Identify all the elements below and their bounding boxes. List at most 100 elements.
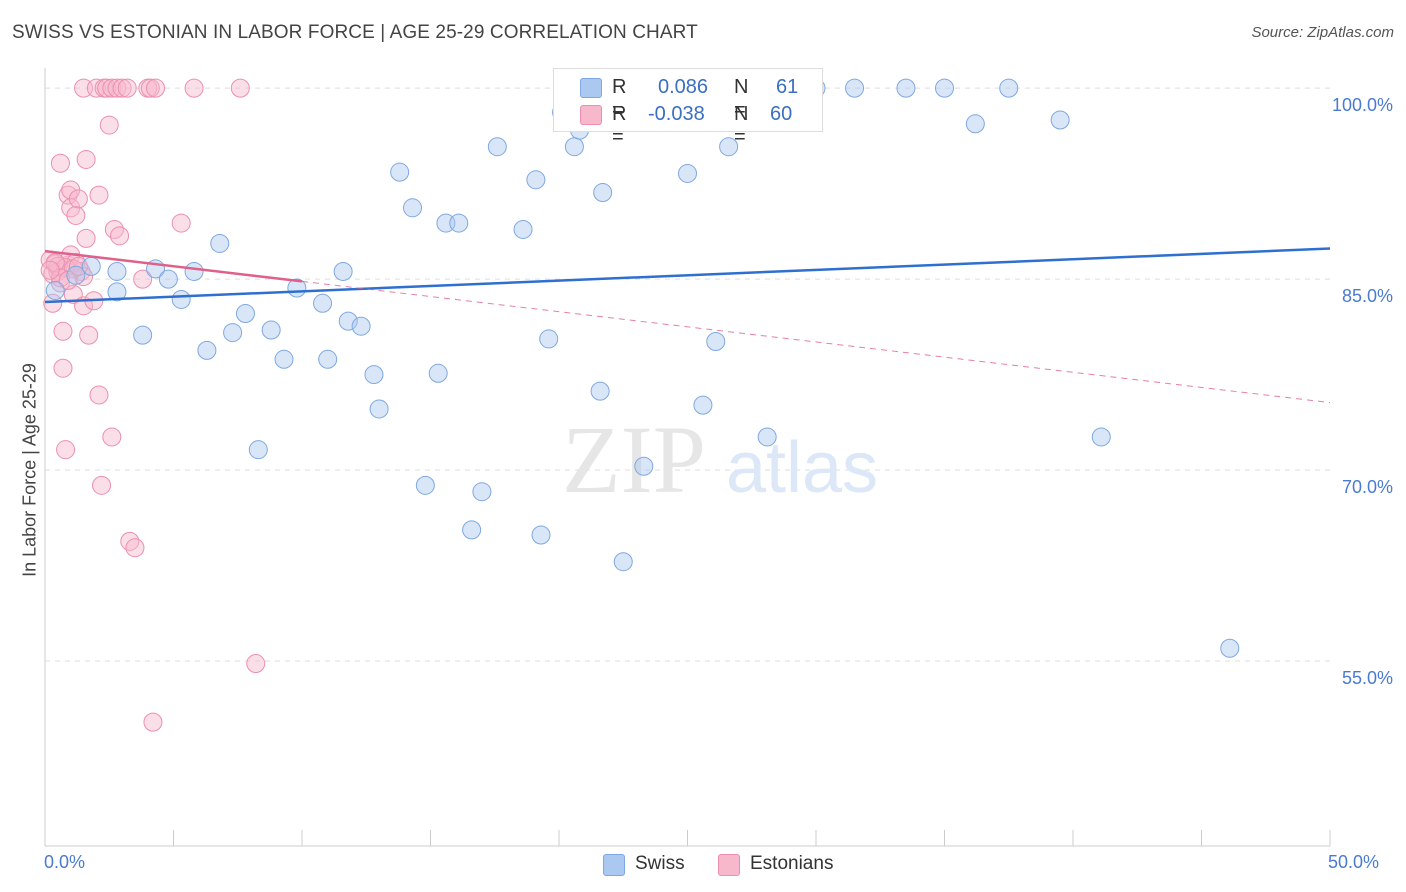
estonians-point-8 — [53, 321, 73, 341]
estonians-point-56 — [50, 268, 70, 288]
estonians-point-33 — [99, 115, 119, 135]
swiss-point-42 — [593, 183, 613, 203]
swiss-point-13 — [235, 303, 255, 323]
estonians-points — [40, 78, 266, 732]
estonians-point-40 — [117, 78, 137, 98]
swiss-point-41 — [590, 381, 610, 401]
swiss-point-59 — [1091, 427, 1111, 447]
estonians-point-47 — [146, 78, 166, 98]
swiss-point-18 — [313, 293, 333, 313]
swiss-point-12 — [223, 323, 243, 343]
swiss-point-0 — [45, 281, 65, 301]
swiss-point-54 — [896, 78, 916, 98]
estonians-point-28 — [89, 385, 109, 405]
swiss-point-24 — [369, 399, 389, 419]
swiss-point-32 — [472, 482, 492, 502]
swiss-point-7 — [158, 269, 178, 289]
estonians-point-50 — [230, 78, 250, 98]
estonians-swatch-icon — [580, 105, 602, 125]
series-legend: Swiss Estonians — [0, 852, 1406, 878]
swiss-point-30 — [449, 213, 469, 233]
estonians-point-32 — [97, 78, 117, 98]
swiss-legend-swatch-icon — [603, 854, 625, 876]
swiss-point-60 — [1220, 638, 1240, 658]
x-tick-left: 0.0% — [44, 852, 86, 872]
estonians-r-value: -0.038 — [648, 103, 705, 125]
swiss-point-55 — [935, 78, 954, 98]
estonians-legend-swatch-icon — [718, 854, 740, 876]
y-tick-label-3: 55.0% — [1341, 668, 1393, 688]
estonians-point-27 — [86, 78, 106, 98]
estonians-point-46 — [143, 712, 163, 732]
estonians-n-value: 60 — [770, 103, 793, 125]
swiss-point-37 — [539, 329, 559, 349]
swiss-point-1 — [66, 265, 86, 285]
watermark-zip: ZIP — [562, 406, 706, 513]
swiss-point-26 — [403, 198, 423, 218]
correlation-legend: R = 0.086 N = 61 R = -0.038 N = 60 — [553, 68, 823, 148]
swiss-point-47 — [693, 395, 713, 415]
swiss-n-label: N = — [734, 76, 749, 121]
estonians-point-24 — [76, 149, 96, 169]
swiss-point-4 — [107, 282, 127, 302]
x-tick-right: 50.0% — [1328, 852, 1380, 872]
swiss-point-27 — [415, 475, 435, 495]
swiss-point-28 — [428, 363, 448, 383]
swiss-point-21 — [338, 311, 358, 331]
legend-estonians-label: Estonians — [750, 853, 834, 874]
swiss-point-58 — [1050, 110, 1070, 130]
swiss-point-45 — [634, 456, 654, 476]
swiss-trend-line — [44, 247, 1331, 304]
estonians-point-38 — [110, 226, 130, 246]
estonians-point-51 — [246, 654, 266, 674]
swiss-point-14 — [248, 440, 268, 460]
estonians-point-35 — [102, 427, 122, 447]
source-credit: Source: ZipAtlas.com — [1251, 24, 1394, 41]
y-axis-label: In Labor Force | Age 25-29 — [19, 363, 40, 577]
swiss-point-19 — [318, 349, 338, 369]
estonians-point-6 — [50, 153, 70, 173]
estonians-point-30 — [92, 475, 112, 495]
estonians-point-36 — [104, 219, 124, 239]
swiss-point-5 — [133, 325, 153, 345]
estonians-point-42 — [125, 538, 145, 558]
estonians-point-39 — [112, 78, 132, 98]
swiss-r-value: 0.086 — [658, 76, 709, 98]
estonians-point-59 — [40, 260, 60, 280]
swiss-n-value: 61 — [776, 76, 799, 98]
swiss-point-48 — [706, 331, 726, 351]
estonians-point-7 — [53, 358, 73, 378]
estonians-trend-line-solid — [44, 249, 303, 283]
estonians-point-45 — [140, 78, 160, 98]
swiss-r-label: R = — [612, 76, 627, 121]
estonians-point-25 — [79, 325, 99, 345]
estonians-point-9 — [56, 440, 76, 460]
swiss-point-57 — [999, 78, 1019, 98]
swiss-point-11 — [210, 233, 230, 253]
estonians-r-label: R = — [612, 103, 627, 148]
y-tick-label-0: 100.0% — [1331, 95, 1393, 116]
estonians-trend-line-dashed — [301, 280, 1331, 404]
estonians-point-16 — [66, 205, 86, 225]
estonians-point-21 — [74, 267, 94, 287]
swiss-point-49 — [719, 137, 739, 157]
watermark: ZIP atlas — [562, 406, 878, 513]
estonians-point-2 — [43, 293, 63, 313]
estonians-point-34 — [102, 78, 122, 98]
swiss-point-35 — [526, 170, 546, 190]
watermark-atlas: atlas — [726, 428, 878, 508]
y-tick-label-1: 85.0% — [1341, 286, 1393, 307]
swiss-points — [45, 78, 1240, 658]
swiss-point-15 — [261, 320, 281, 340]
swiss-point-34 — [513, 219, 533, 239]
estonians-point-29 — [89, 185, 109, 205]
swiss-point-56 — [965, 114, 985, 134]
axes — [44, 68, 1331, 847]
chart-title: SWISS VS ESTONIAN IN LABOR FORCE | AGE 2… — [12, 22, 698, 43]
swiss-point-9 — [184, 261, 204, 281]
swiss-point-16 — [274, 349, 294, 369]
swiss-point-25 — [390, 162, 410, 182]
trend-lines — [44, 247, 1331, 404]
swiss-point-10 — [197, 340, 217, 360]
